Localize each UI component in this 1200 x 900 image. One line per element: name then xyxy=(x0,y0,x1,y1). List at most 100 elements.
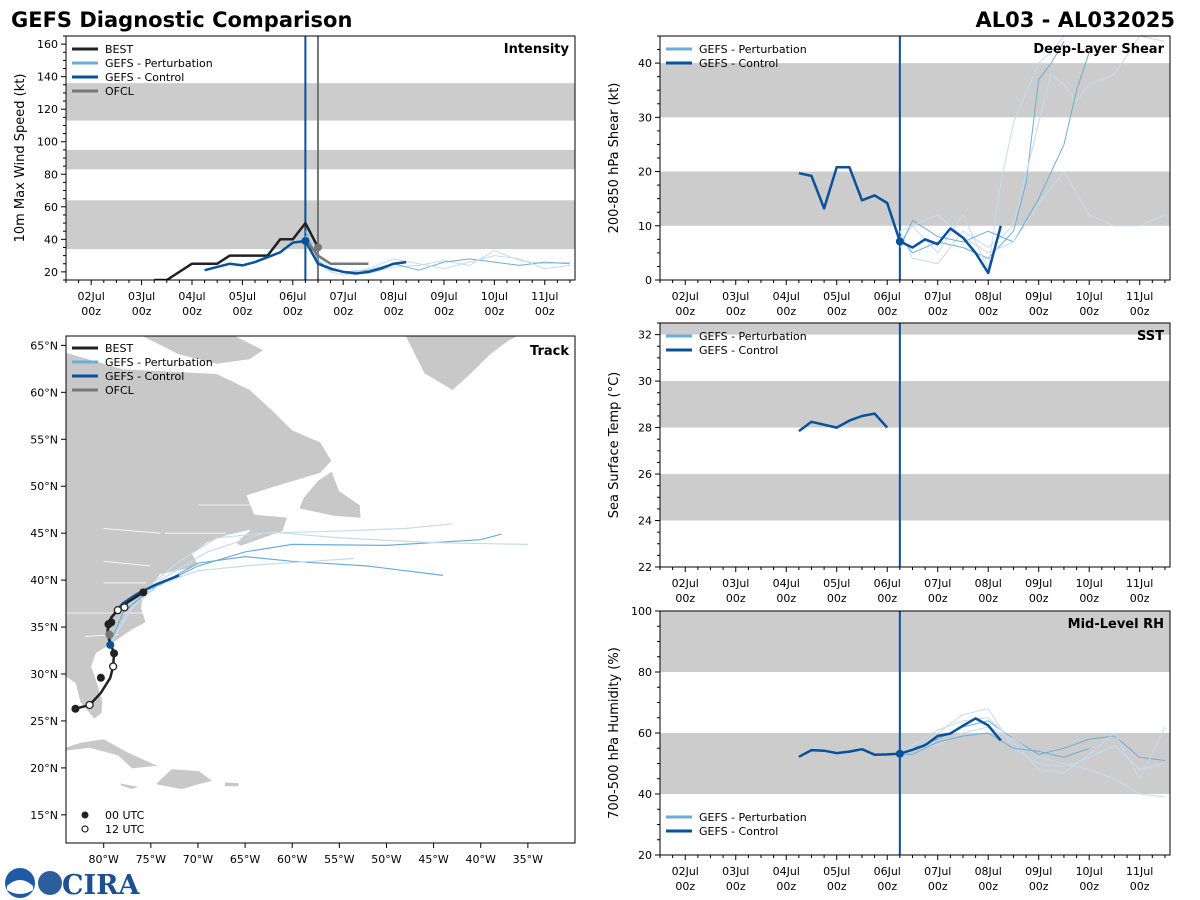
track-xtick-label: 80°W xyxy=(89,853,119,866)
track-title: Track xyxy=(530,344,569,359)
intensity-xtick-date: 10Jul xyxy=(481,290,508,303)
best-point-12utc xyxy=(120,603,129,612)
noaa-wave-icon xyxy=(7,880,33,894)
state-boundary xyxy=(103,560,151,567)
intensity-ytick-label: 160 xyxy=(37,38,58,51)
storm-id: AL03 - AL032025 xyxy=(976,8,1176,32)
shear-xtick-hour: 00z xyxy=(1130,305,1150,318)
jamaica-land xyxy=(119,782,141,790)
rh-xtick-hour: 00z xyxy=(1079,880,1099,893)
shear-title: Deep-Layer Shear xyxy=(1033,42,1164,57)
intensity-xtick-hour: 00z xyxy=(132,305,152,318)
rh-xtick-hour: 00z xyxy=(978,880,998,893)
sst-ytick-label: 26 xyxy=(638,468,652,481)
rh-band xyxy=(660,611,1170,672)
track-xtick-label: 50°W xyxy=(371,853,401,866)
rh-xtick-hour: 00z xyxy=(675,880,695,893)
rh-xtick-date: 04Jul xyxy=(773,865,800,878)
track-axes-frame xyxy=(65,335,576,844)
sst-xtick-hour: 00z xyxy=(1029,592,1049,605)
track-xtick-label: 70°W xyxy=(183,853,213,866)
rh-series-gefs-perturbation xyxy=(899,732,1090,758)
shear-ytick-label: 20 xyxy=(638,166,652,179)
shear-ytick-label: 0 xyxy=(645,274,652,287)
intensity-xtick-hour: 00z xyxy=(182,305,202,318)
rh-legend-label: GEFS - Control xyxy=(699,825,778,838)
sst-legend-label: GEFS - Control xyxy=(699,344,778,357)
sst-legend-label: GEFS - Perturbation xyxy=(699,330,807,343)
shear-xtick-hour: 00z xyxy=(978,305,998,318)
shear-xtick-date: 06Jul xyxy=(874,290,901,303)
sst-xtick-date: 08Jul xyxy=(975,577,1002,590)
shear-ylabel: 200-850 hPa Shear (kt) xyxy=(607,83,622,234)
intensity-xtick-hour: 00z xyxy=(333,305,353,318)
intensity-xtick-date: 04Jul xyxy=(178,290,205,303)
intensity-legend-label: BEST xyxy=(105,43,133,56)
intensity-title: Intensity xyxy=(504,42,570,57)
sst-band xyxy=(660,323,1170,335)
intensity-xtick-date: 03Jul xyxy=(128,290,155,303)
intensity-xtick-hour: 00z xyxy=(434,305,454,318)
rh-xtick-hour: 00z xyxy=(726,880,746,893)
intensity-xtick-date: 08Jul xyxy=(380,290,407,303)
shear-xtick-date: 03Jul xyxy=(722,290,749,303)
track-xtick-label: 35°W xyxy=(513,853,543,866)
track-ytick-label: 55°N xyxy=(30,433,58,446)
shear-plot-area xyxy=(660,36,1170,280)
intensity-ytick-label: 100 xyxy=(37,136,58,149)
track-map-area xyxy=(66,336,528,790)
shear-xtick-hour: 00z xyxy=(776,305,796,318)
best-point-00utc xyxy=(139,588,148,597)
intensity-ytick-label: 140 xyxy=(37,71,58,84)
sst-band xyxy=(660,474,1170,521)
shear-xtick-date: 07Jul xyxy=(924,290,951,303)
best-point-12utc xyxy=(85,700,94,710)
baffin-land xyxy=(141,336,265,365)
rh-ytick-label: 20 xyxy=(638,849,652,862)
figure-title: GEFS Diagnostic Comparison xyxy=(11,8,352,32)
track-panel: 15°N 20°N 25°N 30°N 35°N 40°N 45°N 50°N 55°N 60°N… xyxy=(30,335,576,866)
sst-ytick-label: 32 xyxy=(638,329,652,342)
puerto-rico-land xyxy=(223,781,240,788)
track-ytick-label: 15°N xyxy=(30,809,58,822)
track-ytick-label: 30°N xyxy=(30,668,58,681)
shear-series-gefs-perturbation xyxy=(899,36,1090,270)
sst-xtick-date: 10Jul xyxy=(1076,577,1103,590)
intensity-xtick-date: 09Jul xyxy=(430,290,457,303)
cuba-land xyxy=(66,738,160,770)
track-ytick-label: 35°N xyxy=(30,621,58,634)
shear-xtick-hour: 00z xyxy=(675,305,695,318)
sst-xtick-date: 05Jul xyxy=(823,577,850,590)
rh-series-gefs-perturbation xyxy=(899,726,1166,798)
shear-marker xyxy=(895,237,904,246)
intensity-xtick-hour: 00z xyxy=(384,305,404,318)
shear-xtick-hour: 00z xyxy=(928,305,948,318)
shear-series-gefs-perturbation xyxy=(899,52,1090,248)
best-point-00utc xyxy=(107,618,116,627)
track-legend-point-label: 12 UTC xyxy=(105,823,145,836)
ofcl-point xyxy=(105,630,114,639)
control-point xyxy=(106,640,115,649)
track-xtick-label: 40°W xyxy=(466,853,496,866)
intensity-xtick-hour: 00z xyxy=(283,305,303,318)
track-legend-label: OFCL xyxy=(105,384,135,397)
sst-plot-area xyxy=(660,323,1170,567)
sst-xtick-hour: 00z xyxy=(827,592,847,605)
shear-series-gefs-perturbation xyxy=(899,41,1065,259)
shear-ytick-label: 30 xyxy=(638,111,652,124)
sst-panel: 22 24 26 28 30 32 02Jul 00z 03Jul 00z 04Jul 00z 05Ju… xyxy=(607,322,1171,605)
sst-series-gefs-control xyxy=(798,412,889,433)
best-point-12utc xyxy=(113,606,122,615)
rh-xtick-hour: 00z xyxy=(928,880,948,893)
track-ytick-label: 40°N xyxy=(30,574,58,587)
rh-xtick-date: 11Jul xyxy=(1126,865,1153,878)
sst-axes-frame xyxy=(659,322,1171,568)
sst-ytick-label: 30 xyxy=(638,375,652,388)
sst-xtick-date: 07Jul xyxy=(924,577,951,590)
shear-series-gefs-perturbation xyxy=(899,36,1166,265)
sst-ylabel: Sea Surface Temp (°C) xyxy=(607,372,622,519)
shear-legend-label: GEFS - Control xyxy=(699,57,778,70)
intensity-series-gefs-perturbation xyxy=(304,231,571,273)
shear-xtick-date: 10Jul xyxy=(1076,290,1103,303)
